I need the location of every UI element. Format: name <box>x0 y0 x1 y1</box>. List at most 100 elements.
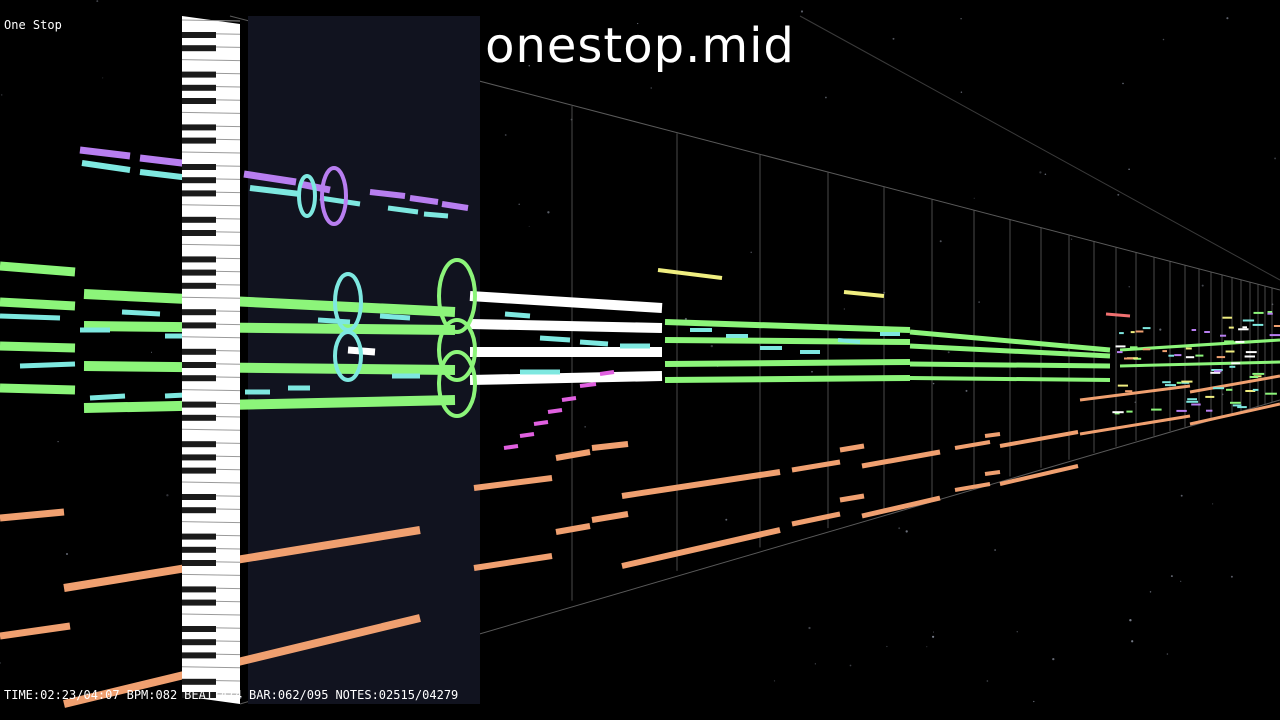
star <box>1159 328 1162 331</box>
star <box>811 370 813 373</box>
white-key-edge <box>181 481 241 484</box>
star <box>1131 640 1134 643</box>
note-bar <box>473 553 553 571</box>
black-key <box>182 441 216 448</box>
note-bar <box>533 420 549 426</box>
note-bar <box>954 482 991 492</box>
note-bar <box>0 508 65 522</box>
note-bar <box>0 341 76 353</box>
black-key <box>182 282 216 289</box>
black-key <box>182 414 216 421</box>
black-key <box>182 626 216 632</box>
note-bar <box>664 319 911 333</box>
roll-edge-line <box>799 15 1280 281</box>
hit-ring <box>437 350 477 418</box>
star <box>528 65 530 67</box>
black-key <box>182 124 216 131</box>
note-bar <box>473 475 553 491</box>
note-bar <box>83 321 456 335</box>
note-bar <box>861 495 941 519</box>
note-bar <box>1189 402 1280 426</box>
note-bar <box>0 297 76 311</box>
white-key-edge <box>181 111 241 114</box>
star <box>1170 575 1173 578</box>
note-bar <box>621 527 781 569</box>
star <box>905 530 908 533</box>
note-bar <box>1105 312 1131 318</box>
black-key <box>182 322 216 329</box>
note-bar <box>469 371 663 385</box>
note-bar <box>791 511 841 527</box>
note-bar <box>861 449 941 469</box>
black-key <box>182 45 216 52</box>
note-bar <box>139 154 191 168</box>
star <box>1129 619 1132 622</box>
note-bar <box>1189 374 1280 394</box>
note-bar <box>999 430 1079 448</box>
star <box>800 10 804 13</box>
note-bar <box>83 361 456 375</box>
black-key <box>182 560 216 566</box>
star <box>1128 286 1130 288</box>
black-key <box>182 586 216 593</box>
white-key-edge <box>181 666 241 669</box>
note-bar <box>1119 360 1280 368</box>
star <box>1180 494 1183 497</box>
star <box>814 663 816 665</box>
note-bar <box>379 313 411 321</box>
note-bar <box>909 329 1111 353</box>
black-key <box>182 533 216 540</box>
note-bar <box>555 449 591 461</box>
star <box>1149 591 1152 593</box>
black-key <box>182 216 216 223</box>
star <box>892 37 895 40</box>
star <box>849 664 852 667</box>
note-bar <box>591 511 629 523</box>
star <box>1274 157 1277 160</box>
star <box>994 549 996 551</box>
note-bar <box>664 337 911 345</box>
note-bar <box>837 338 861 344</box>
black-key <box>182 177 216 184</box>
note-bar <box>839 443 865 453</box>
note-bar <box>547 408 563 414</box>
black-key <box>182 678 216 685</box>
note-bar <box>555 523 591 535</box>
note-bar <box>469 291 663 313</box>
hit-ring <box>320 166 348 226</box>
star <box>504 134 507 136</box>
hit-ring <box>437 318 477 382</box>
star <box>1226 17 1229 20</box>
note-bar <box>369 189 406 199</box>
black-key <box>182 362 216 368</box>
star <box>151 351 152 353</box>
white-key-edge <box>181 389 241 392</box>
star <box>932 631 935 633</box>
bpm-readout: BPM:082 <box>126 688 178 702</box>
star <box>102 77 104 79</box>
note-bar <box>1079 384 1191 402</box>
black-key <box>182 71 216 78</box>
note-bar <box>579 339 609 347</box>
star <box>584 426 586 428</box>
black-key <box>182 401 216 408</box>
note-bar <box>664 359 911 367</box>
note-bar <box>579 382 597 388</box>
playback-status-bar: TIME:02:23/04:07 BPM:082 BEAT:4/4 BAR:062/0… <box>4 688 465 702</box>
note-bar <box>0 313 61 321</box>
star <box>947 351 950 354</box>
star <box>1070 238 1073 240</box>
star <box>965 389 968 392</box>
note-bar <box>423 211 449 219</box>
black-key <box>182 467 216 474</box>
star <box>528 225 530 227</box>
note-bar <box>63 526 421 592</box>
note-bar <box>909 376 1111 382</box>
note-bar <box>0 383 76 395</box>
note-bar <box>79 146 131 160</box>
black-key <box>182 32 216 38</box>
note-bar <box>89 393 126 401</box>
white-key-edge <box>181 296 241 299</box>
black-key <box>182 269 216 276</box>
black-key <box>182 190 216 197</box>
